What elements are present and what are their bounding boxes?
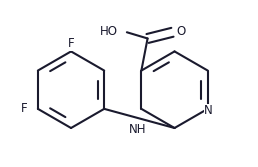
- Text: O: O: [176, 25, 185, 38]
- Text: N: N: [204, 104, 213, 117]
- Text: F: F: [21, 102, 28, 115]
- Text: NH: NH: [128, 123, 146, 136]
- Text: HO: HO: [100, 25, 118, 38]
- Text: F: F: [68, 37, 74, 50]
